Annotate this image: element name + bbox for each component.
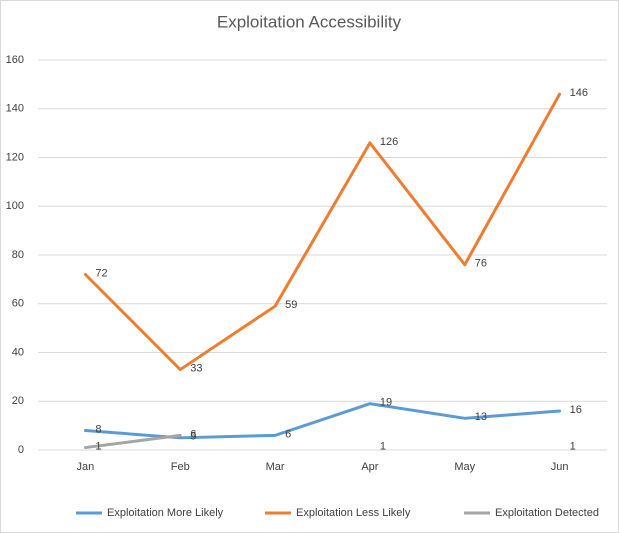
x-tick-label: May xyxy=(454,461,475,473)
data-label: 76 xyxy=(475,258,487,270)
y-tick-label: 80 xyxy=(12,249,24,261)
data-label: 16 xyxy=(570,404,582,416)
legend-label: Exploitation More Likely xyxy=(107,507,224,519)
data-label: 1 xyxy=(380,440,386,452)
data-label: 6 xyxy=(190,428,196,440)
x-tick-label: Jun xyxy=(551,461,569,473)
y-tick-label: 160 xyxy=(6,54,24,66)
y-tick-label: 140 xyxy=(6,103,24,115)
data-label: 126 xyxy=(380,136,398,148)
series-line xyxy=(83,433,182,450)
data-label: 146 xyxy=(570,87,588,99)
x-tick-label: Mar xyxy=(266,461,285,473)
data-label: 1 xyxy=(570,440,576,452)
x-tick-label: Feb xyxy=(171,461,190,473)
y-tick-label: 100 xyxy=(6,200,24,212)
data-label: 13 xyxy=(475,411,487,423)
y-tick-label: 40 xyxy=(12,346,24,358)
y-tick-label: 60 xyxy=(12,298,24,310)
y-tick-label: 0 xyxy=(18,444,24,456)
data-label: 33 xyxy=(190,362,202,374)
data-label: 5 xyxy=(190,431,196,443)
x-tick-label: Apr xyxy=(361,461,378,473)
chart-title: Exploitation Accessibility xyxy=(217,12,402,31)
data-label: 72 xyxy=(95,267,107,279)
data-label: 19 xyxy=(380,397,392,409)
data-label: 1 xyxy=(95,440,101,452)
legend-label: Exploitation Detected xyxy=(495,507,599,519)
y-tick-label: 120 xyxy=(6,151,24,163)
y-tick-label: 20 xyxy=(12,395,24,407)
data-label: 8 xyxy=(95,423,101,435)
legend-label: Exploitation Less Likely xyxy=(296,507,411,519)
x-tick-label: Jan xyxy=(77,461,95,473)
series-line xyxy=(83,92,562,372)
data-label: 59 xyxy=(285,299,297,311)
data-label: 6 xyxy=(285,428,291,440)
